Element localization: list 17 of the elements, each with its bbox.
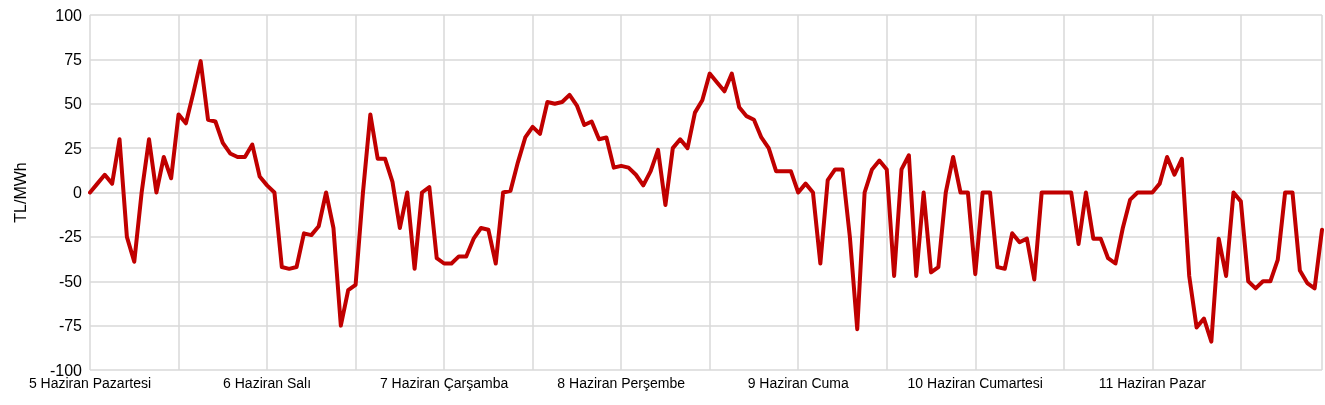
x-tick-label: 8 Haziran Perşembe <box>557 375 686 391</box>
x-tick-label: 11 Haziran Pazar <box>1098 375 1207 391</box>
y-tick-label: 100 <box>55 6 83 24</box>
y-tick-label: -50 <box>58 272 83 290</box>
y-tick-label: -25 <box>58 228 83 246</box>
x-tick-label: 7 Haziran Çarşamba <box>379 375 509 391</box>
x-tick-label: 10 Haziran Cumartesi <box>907 375 1043 391</box>
y-tick-label: 25 <box>64 139 83 157</box>
x-tick-label: 5 Haziran Pazartesi <box>28 375 152 391</box>
y-tick-label: 75 <box>64 50 83 68</box>
y-tick-label: 50 <box>64 95 83 113</box>
y-tick-label: 0 <box>73 184 83 201</box>
x-tick-label: 6 Haziran Salı <box>223 375 312 391</box>
x-tick-label: 9 Haziran Cuma <box>747 375 849 391</box>
line-series <box>88 59 1324 344</box>
y-tick-label: -75 <box>58 317 83 335</box>
y-axis-title: TL/MWh <box>11 162 29 223</box>
